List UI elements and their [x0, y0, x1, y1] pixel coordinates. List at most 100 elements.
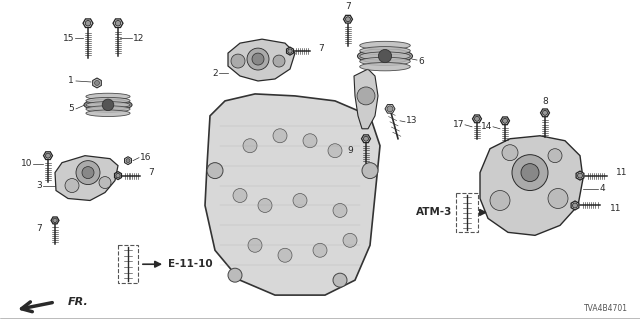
- Text: E-11-10: E-11-10: [168, 259, 212, 269]
- Polygon shape: [44, 152, 52, 160]
- Polygon shape: [576, 171, 584, 180]
- Text: FR.: FR.: [68, 297, 89, 307]
- Ellipse shape: [86, 97, 130, 104]
- Circle shape: [82, 167, 94, 179]
- Circle shape: [333, 273, 347, 287]
- Circle shape: [102, 99, 114, 111]
- Ellipse shape: [84, 99, 132, 111]
- Circle shape: [258, 198, 272, 212]
- Circle shape: [252, 53, 264, 65]
- Circle shape: [303, 134, 317, 148]
- Ellipse shape: [360, 52, 410, 60]
- Text: 10: 10: [20, 159, 32, 168]
- Polygon shape: [93, 78, 101, 88]
- Circle shape: [278, 248, 292, 262]
- Circle shape: [577, 173, 582, 178]
- Circle shape: [346, 17, 351, 22]
- Circle shape: [45, 153, 51, 158]
- Polygon shape: [228, 39, 295, 81]
- Circle shape: [502, 118, 508, 123]
- Polygon shape: [287, 47, 294, 55]
- Circle shape: [521, 164, 539, 181]
- Text: 11: 11: [610, 204, 621, 213]
- Text: 11: 11: [616, 168, 627, 177]
- Circle shape: [548, 149, 562, 163]
- Polygon shape: [51, 217, 59, 224]
- Polygon shape: [55, 156, 118, 201]
- Circle shape: [364, 136, 369, 141]
- Circle shape: [512, 155, 548, 190]
- Text: 4: 4: [600, 184, 605, 193]
- Circle shape: [543, 110, 547, 115]
- Circle shape: [573, 203, 577, 208]
- Circle shape: [115, 20, 121, 26]
- Ellipse shape: [86, 106, 130, 112]
- Circle shape: [247, 48, 269, 70]
- Polygon shape: [354, 69, 378, 129]
- Circle shape: [490, 190, 510, 211]
- Text: 17: 17: [452, 120, 464, 129]
- Circle shape: [357, 87, 375, 105]
- Polygon shape: [113, 19, 123, 28]
- Polygon shape: [480, 136, 583, 235]
- Text: 7: 7: [36, 224, 42, 233]
- Text: 16: 16: [140, 153, 152, 162]
- Circle shape: [76, 161, 100, 185]
- Text: 1: 1: [68, 76, 74, 85]
- Text: 7: 7: [318, 44, 324, 52]
- Circle shape: [548, 188, 568, 208]
- Polygon shape: [571, 201, 579, 210]
- Text: 2: 2: [212, 68, 218, 77]
- Circle shape: [228, 268, 242, 282]
- Polygon shape: [500, 117, 509, 125]
- Polygon shape: [205, 94, 380, 295]
- Circle shape: [502, 145, 518, 161]
- Circle shape: [65, 179, 79, 193]
- FancyArrowPatch shape: [22, 302, 52, 312]
- Text: 6: 6: [418, 57, 424, 66]
- Text: 12: 12: [133, 34, 145, 43]
- Polygon shape: [125, 157, 131, 164]
- Ellipse shape: [360, 41, 410, 50]
- Text: 15: 15: [63, 34, 74, 43]
- Circle shape: [273, 55, 285, 67]
- Circle shape: [387, 106, 393, 112]
- Circle shape: [248, 238, 262, 252]
- Polygon shape: [362, 135, 371, 143]
- Text: 7: 7: [345, 2, 351, 11]
- Polygon shape: [472, 115, 481, 123]
- Ellipse shape: [86, 93, 130, 100]
- Circle shape: [116, 173, 120, 178]
- Circle shape: [273, 129, 287, 143]
- Polygon shape: [115, 172, 122, 180]
- Ellipse shape: [358, 49, 413, 64]
- Polygon shape: [344, 15, 353, 23]
- Ellipse shape: [360, 47, 410, 55]
- Circle shape: [52, 218, 57, 223]
- Circle shape: [343, 233, 357, 247]
- FancyBboxPatch shape: [118, 245, 138, 283]
- Circle shape: [362, 163, 378, 179]
- Circle shape: [231, 54, 245, 68]
- Circle shape: [313, 243, 327, 257]
- Circle shape: [95, 80, 99, 85]
- Ellipse shape: [86, 101, 130, 108]
- Circle shape: [288, 49, 292, 53]
- Ellipse shape: [360, 62, 410, 71]
- Ellipse shape: [360, 57, 410, 66]
- Text: 3: 3: [36, 181, 42, 190]
- Polygon shape: [385, 105, 395, 113]
- Circle shape: [378, 50, 392, 63]
- Text: 13: 13: [406, 116, 417, 125]
- Text: TVA4B4701: TVA4B4701: [584, 304, 628, 313]
- Text: 5: 5: [68, 104, 74, 113]
- Text: 7: 7: [148, 168, 154, 177]
- Circle shape: [233, 188, 247, 203]
- Text: ATM-3: ATM-3: [415, 207, 452, 217]
- Circle shape: [207, 163, 223, 179]
- Text: 8: 8: [542, 97, 548, 106]
- Circle shape: [126, 159, 130, 163]
- Text: 9: 9: [348, 146, 353, 155]
- FancyBboxPatch shape: [456, 193, 478, 232]
- Circle shape: [243, 139, 257, 153]
